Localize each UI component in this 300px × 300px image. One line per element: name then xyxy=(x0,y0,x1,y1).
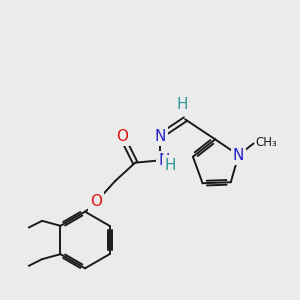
Text: CH₃: CH₃ xyxy=(255,136,277,149)
Text: H: H xyxy=(164,158,176,172)
Text: H: H xyxy=(176,97,188,112)
Text: O: O xyxy=(116,129,128,144)
Text: O: O xyxy=(90,194,102,208)
Text: N: N xyxy=(154,128,166,143)
Text: N: N xyxy=(233,148,244,163)
Text: N: N xyxy=(158,153,170,168)
